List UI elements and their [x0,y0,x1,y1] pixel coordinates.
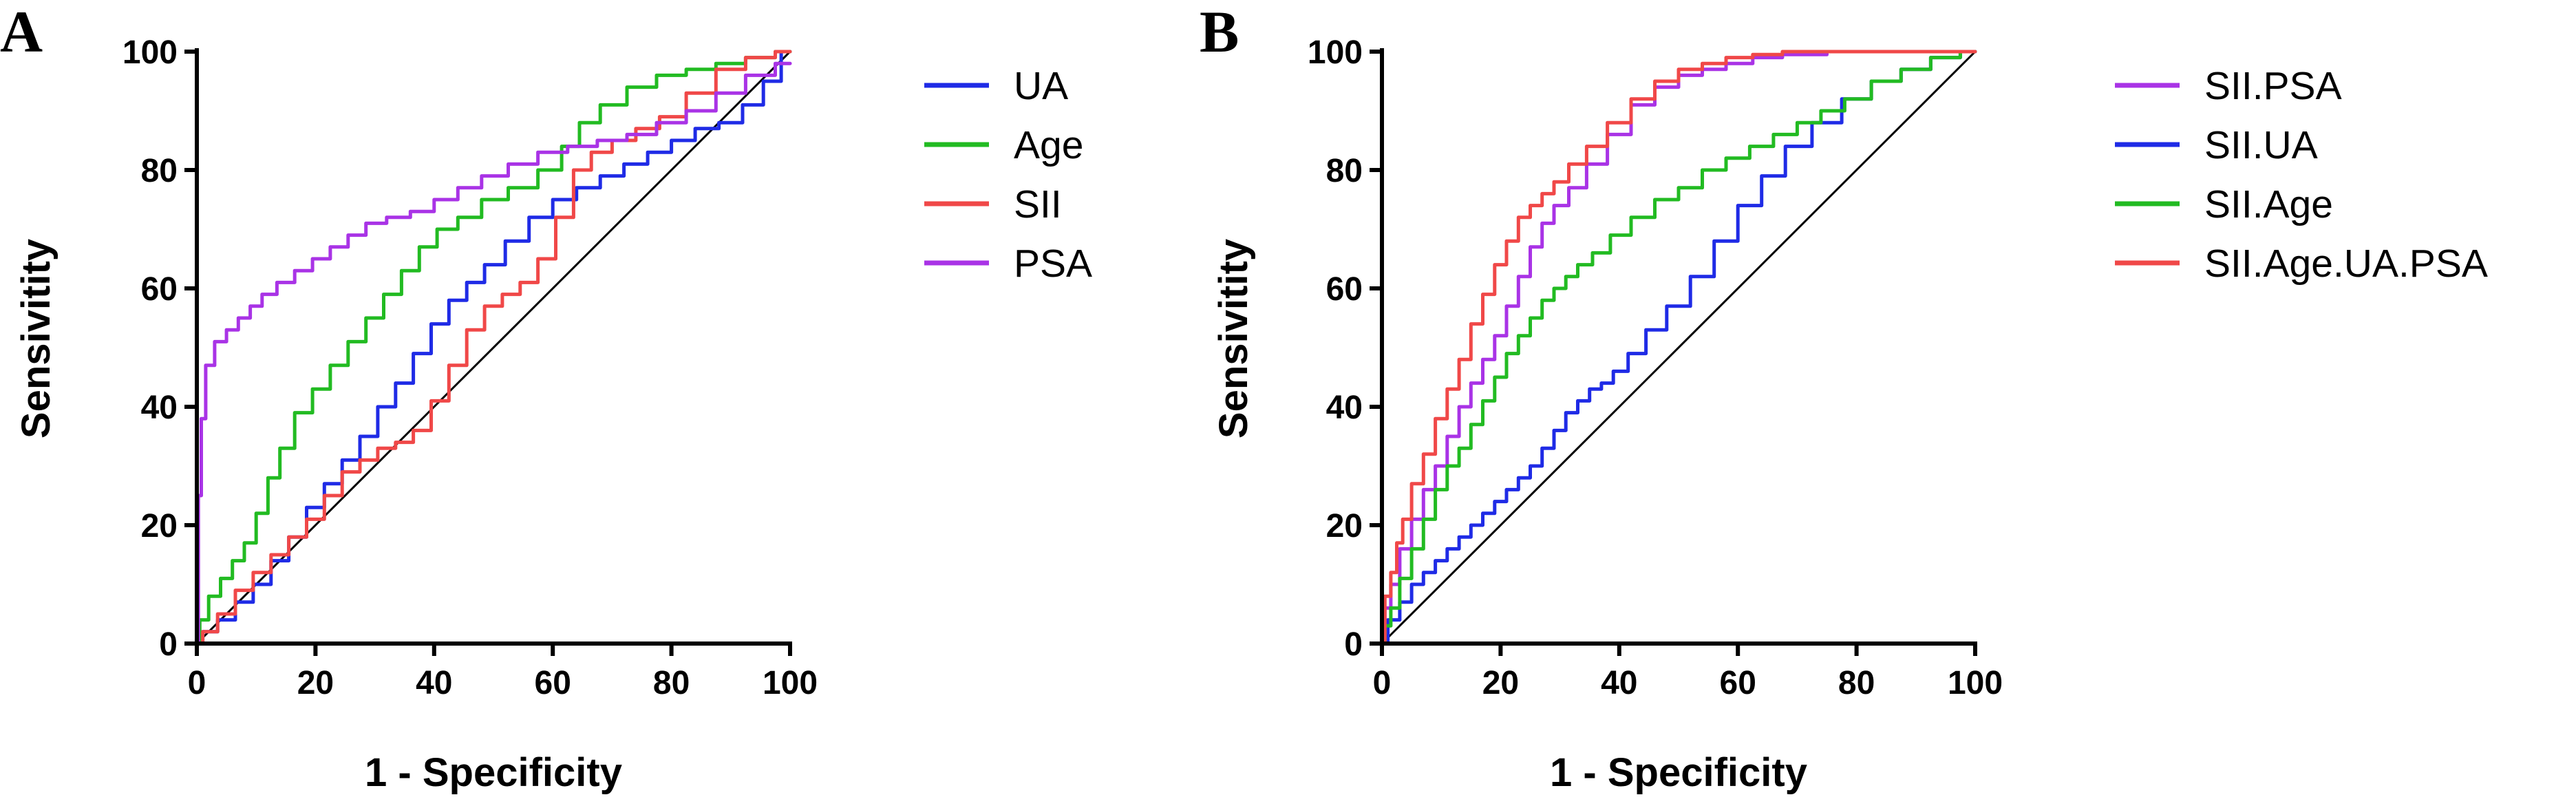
panel-a-x-tick-label-2: 40 [416,665,452,701]
panel-a-series [195,50,792,646]
panel-a-x-tick-label-5: 100 [763,665,818,701]
panel-b-series-sii-ua [1380,50,1977,646]
panel-b-x-tick-label-3: 60 [1720,665,1756,701]
panel-b-x-tick-label-0: 0 [1373,665,1392,701]
panel-b-x-tick-label-5: 100 [1948,665,2003,701]
panel-b-series-sii-age-ua-psa [1380,50,1977,646]
panel-b-tick-labels: 0 20 40 60 80 100 0 20 40 60 80 100 [1308,34,2003,701]
panel-a-series-sii [195,50,792,646]
panel-a-series-ua [195,50,792,646]
panel-b-legend: SII.PSA SII.UA SII.Age SII.Age.UA.PSA [2115,64,2488,286]
panel-a-legend-label-ua: UA [1014,64,1068,108]
panel-b-x-axis-title: 1 - Specificity [1550,750,1807,795]
panel-b-y-tick-label-5: 100 [1308,34,1363,71]
panel-b-y-tick-label-2: 40 [1326,390,1363,426]
panel-b-legend-label-sii-age-ua-psa: SII.Age.UA.PSA [2204,242,2488,286]
panel-a-legend-label-psa: PSA [1014,242,1092,286]
panel-a-y-tick-label-3: 60 [141,271,178,308]
panel-a-reference-line [195,50,791,645]
panel-b-y-axis-title: Sensivitity [1211,239,1256,438]
panel-a-x-tick-label-4: 80 [653,665,690,701]
panel-b-y-tick-label-3: 60 [1326,271,1363,308]
panel-a-y-tick-label-2: 40 [141,390,178,426]
panel-b-series-sii-age [1380,50,1977,646]
panel-b-y-tick-label-4: 80 [1326,153,1363,189]
panel-b-reference-line [1381,50,1977,645]
panel-a-x-tick-label-0: 0 [188,665,206,701]
panel-a-y-tick-label-1: 20 [141,508,178,544]
panel-a-x-tick-label-1: 20 [297,665,334,701]
panel-a-y-tick-label-4: 80 [141,153,178,189]
panel-a: A Sensivitity 1 - Specificity 0 20 40 60 80 1… [0,0,1092,795]
panel-a-y-tick-label-5: 100 [123,34,178,71]
panel-a-x-axis-title: 1 - Specificity [365,750,622,795]
panel-b-x-tick-label-2: 40 [1601,665,1637,701]
panel-b-y-tick-label-1: 20 [1326,508,1363,544]
panel-b-legend-label-sii-ua: SII.UA [2204,123,2318,167]
panel-a-series-age [195,50,792,646]
panel-b-legend-label-sii-psa: SII.PSA [2204,64,2342,108]
panel-a-legend-label-age: Age [1014,123,1083,167]
panel-a-letter: A [0,0,43,65]
panel-b-series [1380,50,1977,646]
panel-b-x-tick-label-1: 20 [1482,665,1519,701]
panel-b-y-tick-label-0: 0 [1344,626,1363,663]
panel-a-series-psa [195,61,792,646]
panel-b-x-tick-label-4: 80 [1838,665,1875,701]
panel-a-legend-label-sii: SII [1014,182,1062,226]
panel-b: B Sensivitity 1 - Specificity 0 20 40 60 80 1… [1200,0,2488,795]
panel-a-x-tick-label-3: 60 [535,665,571,701]
panel-a-y-tick-label-0: 0 [159,626,178,663]
panel-a-tick-labels: 0 20 40 60 80 100 0 20 40 60 80 100 [123,34,818,701]
panel-b-legend-label-sii-age: SII.Age [2204,182,2333,226]
panel-a-legend: UA Age SII PSA [924,64,1092,286]
panel-a-y-axis-title: Sensivitity [14,239,58,438]
panel-b-letter: B [1200,0,1239,65]
